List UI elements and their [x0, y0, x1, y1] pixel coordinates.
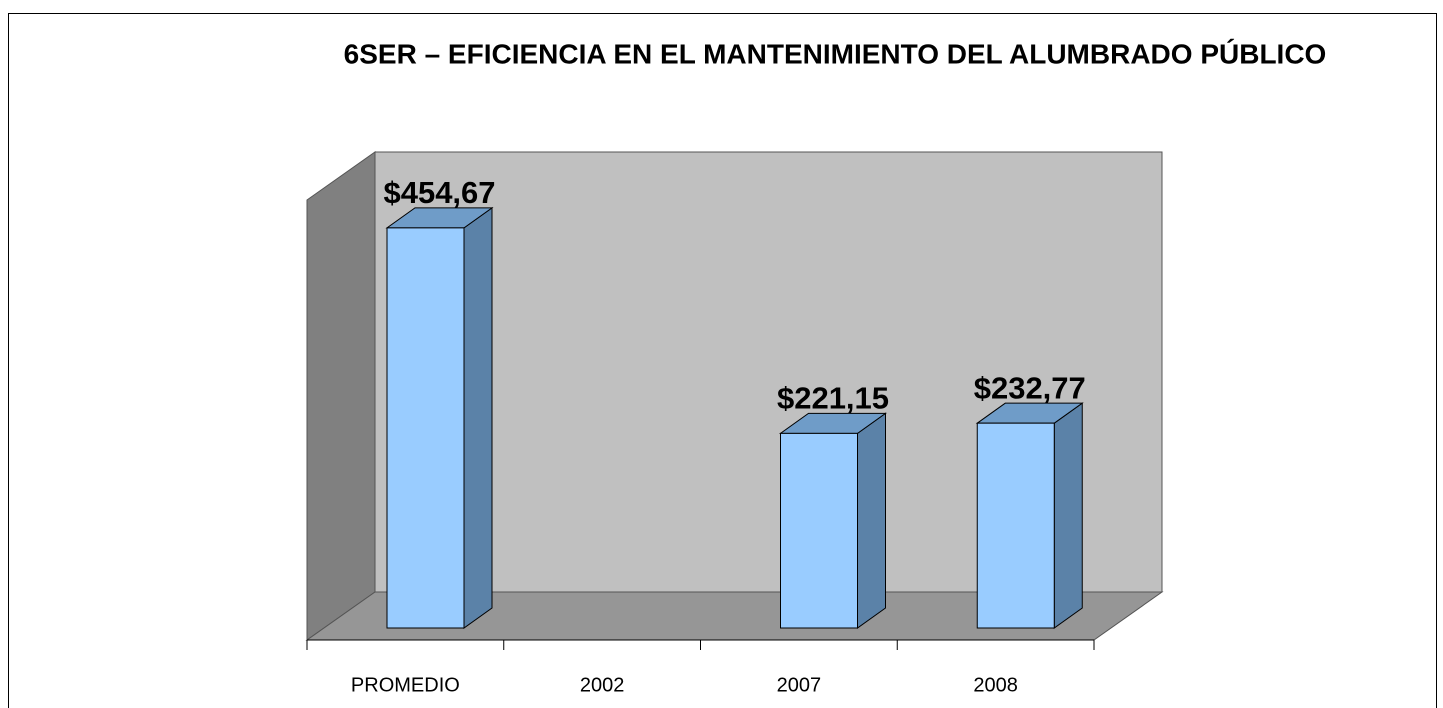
value-label: $221,15 [777, 381, 889, 416]
bar [780, 432, 858, 629]
x-tick-label: 2002 [580, 674, 625, 696]
bar-side [857, 412, 886, 629]
bar [976, 422, 1055, 629]
bar [386, 227, 465, 629]
bar-side [1053, 402, 1083, 629]
x-tick-label: 2007 [777, 674, 822, 696]
x-tick-label: PROMEDIO [351, 674, 460, 696]
value-label: $232,77 [974, 370, 1086, 405]
chart-title: 6SER – EFICIENCIA EN EL MANTENIMIENTO DE… [344, 38, 1327, 69]
bar-side [463, 206, 493, 629]
side-wall [306, 151, 376, 641]
value-label: $454,67 [383, 175, 495, 210]
x-tick-label: 2008 [973, 674, 1018, 696]
